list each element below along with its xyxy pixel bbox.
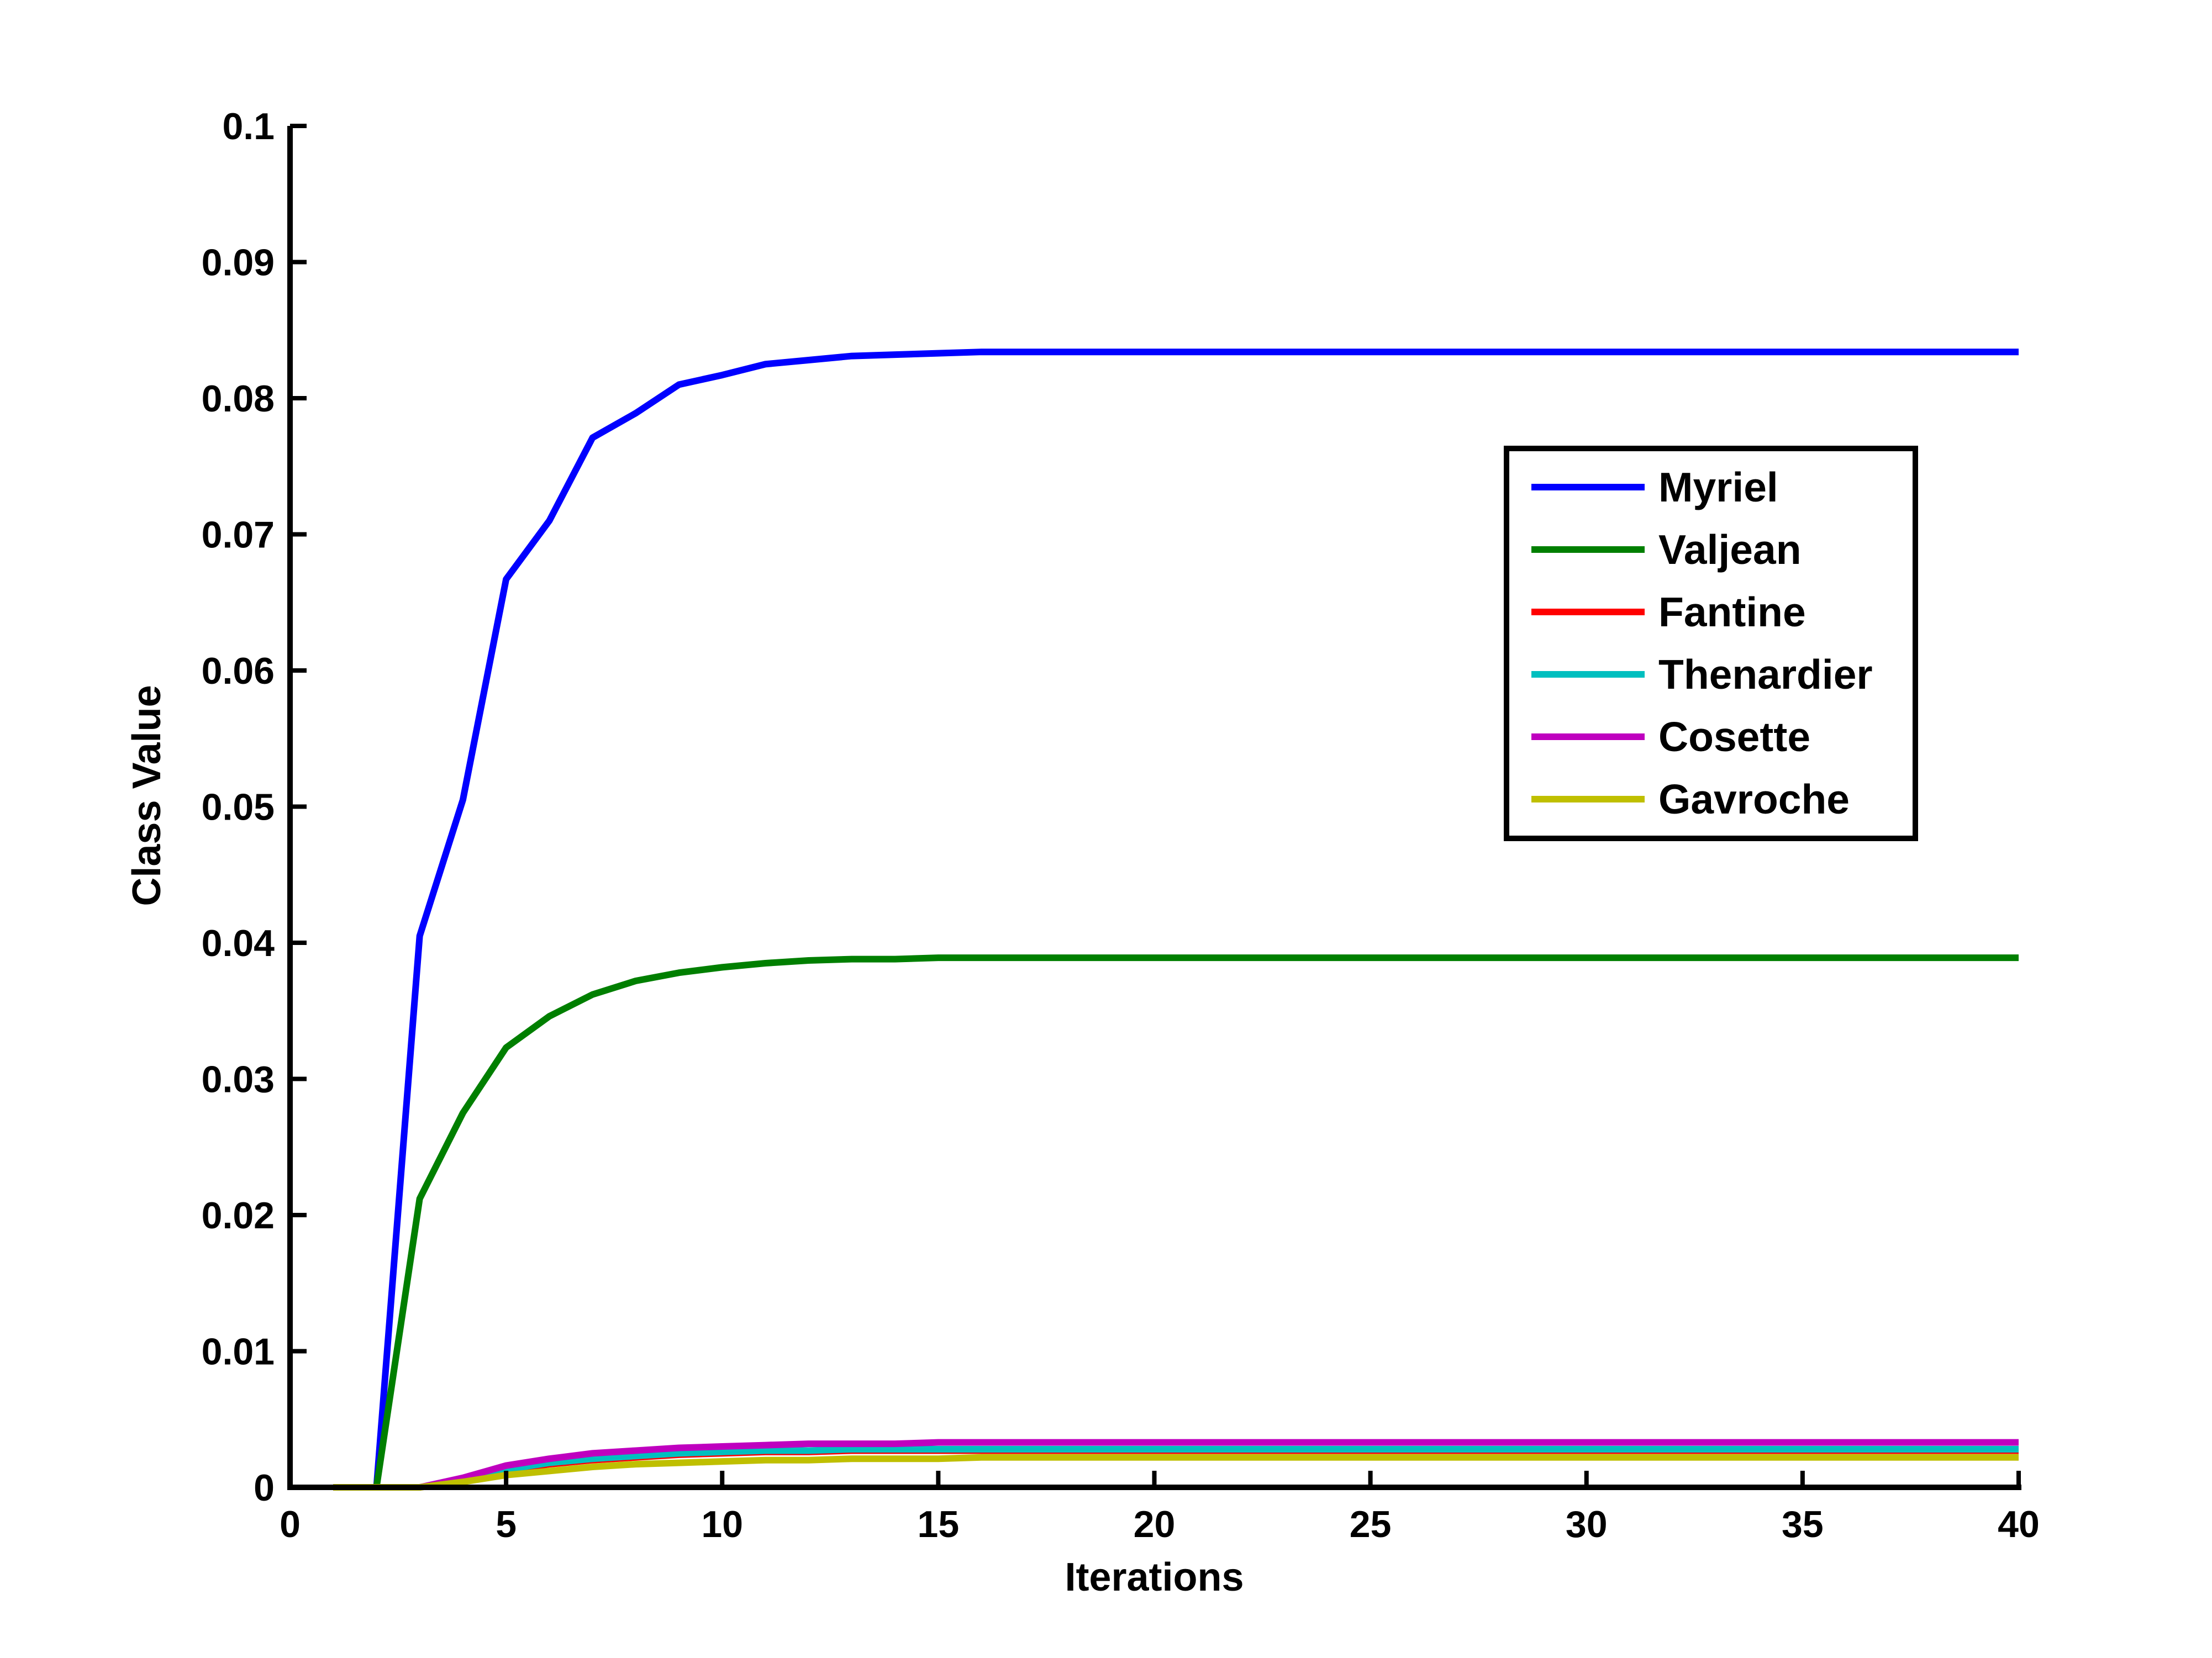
legend-box [1504,446,1918,841]
x-tick-label: 10 [701,1503,743,1545]
x-tick-label: 0 [280,1503,301,1545]
y-tick-label: 0.08 [202,378,275,420]
y-tick-label: 0.03 [202,1059,275,1101]
x-tick-label: 35 [1782,1503,1824,1545]
y-tick-label: 0.05 [202,786,275,828]
legend-label-fantine: Fantine [1658,589,1806,635]
legend-label-valjean: Valjean [1658,526,1802,573]
y-axis-label: Class Value [125,685,169,906]
x-axis-ticks: 0 5 10 15 20 25 30 35 40 [280,1471,2040,1545]
x-tick-label: 15 [918,1503,960,1545]
x-axis-label: Iterations [1065,1555,1244,1599]
legend-items: Myriel Valjean Fantine Thenardier Cosette Gav… [1531,464,1873,822]
legend: Myriel Valjean Fantine Thenardier Cosette Gav… [1504,446,1918,841]
y-tick-label: 0.06 [202,650,275,692]
series-line-cosette [333,1439,2019,1491]
y-tick-label: 0.01 [202,1331,275,1373]
series-line-myriel [333,349,2019,1491]
x-tick-label: 30 [1566,1503,1608,1545]
series-line-valjean [333,954,2019,1491]
x-tick-label: 5 [496,1503,517,1545]
y-tick-label: 0.1 [222,105,275,147]
y-tick-label: 0.02 [202,1195,275,1237]
x-tick-label: 20 [1134,1503,1176,1545]
y-tick-label: 0.04 [202,922,275,964]
series-line-gavroche [333,1454,2019,1491]
y-tick-label: 0 [254,1467,275,1509]
y-axis-ticks: 0 0.01 0.02 0.03 0.04 0.05 0.06 0.07 0.08 0.09 0.1 [202,105,307,1509]
legend-label-thenardier: Thenardier [1658,651,1873,698]
legend-label-gavroche: Gavroche [1658,776,1850,822]
series-layer [333,349,2019,1491]
series-line-thenardier [333,1445,2019,1491]
y-tick-label: 0.07 [202,514,275,556]
legend-label-myriel: Myriel [1658,464,1778,510]
x-tick-label: 40 [1998,1503,2040,1545]
y-tick-label: 0.09 [202,242,275,284]
legend-label-cosette: Cosette [1658,714,1810,760]
axes: 0 5 10 15 20 25 30 35 40 0 0.01 0.02 0.03 0.04 0.05 0.… [202,105,2040,1545]
x-tick-label: 25 [1350,1503,1392,1545]
